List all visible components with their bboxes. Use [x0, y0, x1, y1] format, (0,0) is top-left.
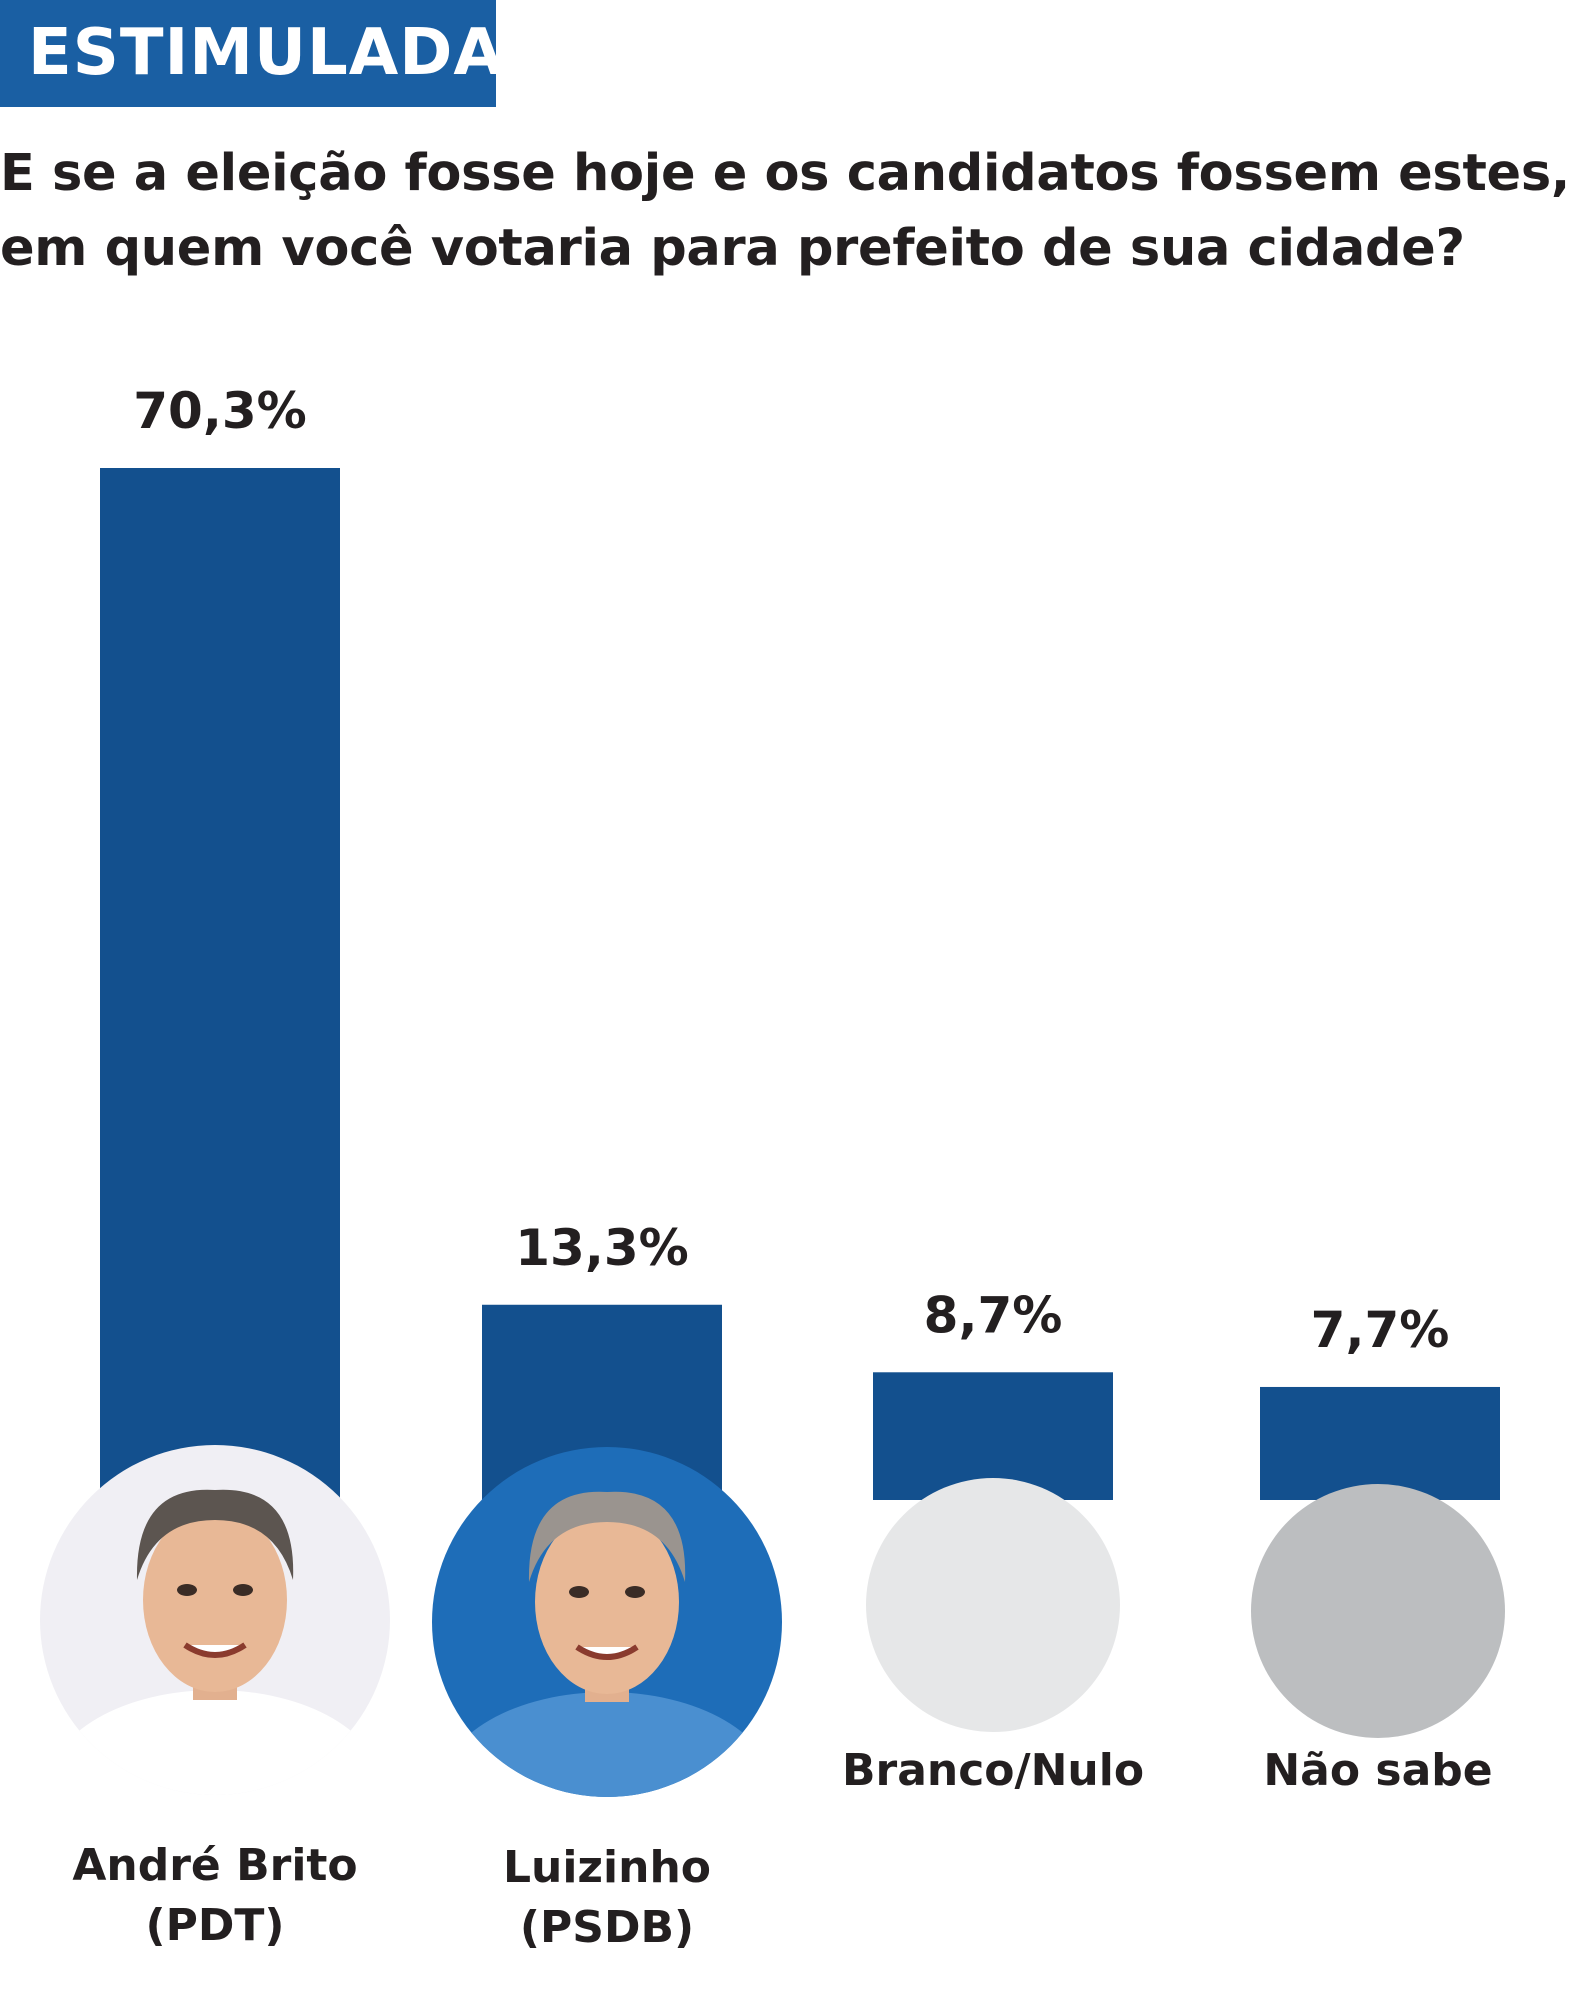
- category-label: André Brito: [72, 1840, 357, 1891]
- value-label: 8,7%: [924, 1286, 1063, 1344]
- category-label: Branco/Nulo: [842, 1745, 1144, 1796]
- value-label: 70,3%: [133, 382, 306, 440]
- bar: [100, 468, 340, 1500]
- category-label: Não sabe: [1263, 1745, 1492, 1796]
- value-label: 13,3%: [515, 1219, 688, 1277]
- category-label: (PSDB): [520, 1902, 694, 1953]
- value-label: 7,7%: [1311, 1301, 1450, 1359]
- category-label: (PDT): [145, 1900, 284, 1951]
- candidate-photo-luizinho: [432, 1447, 782, 1797]
- section-tag: ESTIMULADA: [0, 0, 503, 107]
- blank-null-circle-icon: [866, 1478, 1120, 1732]
- bar: [1260, 1386, 1500, 1500]
- category-label: Luizinho: [503, 1842, 711, 1893]
- candidate-photo-andre-brito: [40, 1445, 390, 1795]
- chart-question: E se a eleição fosse hoje e os candidato…: [0, 144, 1570, 278]
- dont-know-circle-icon: [1251, 1484, 1505, 1738]
